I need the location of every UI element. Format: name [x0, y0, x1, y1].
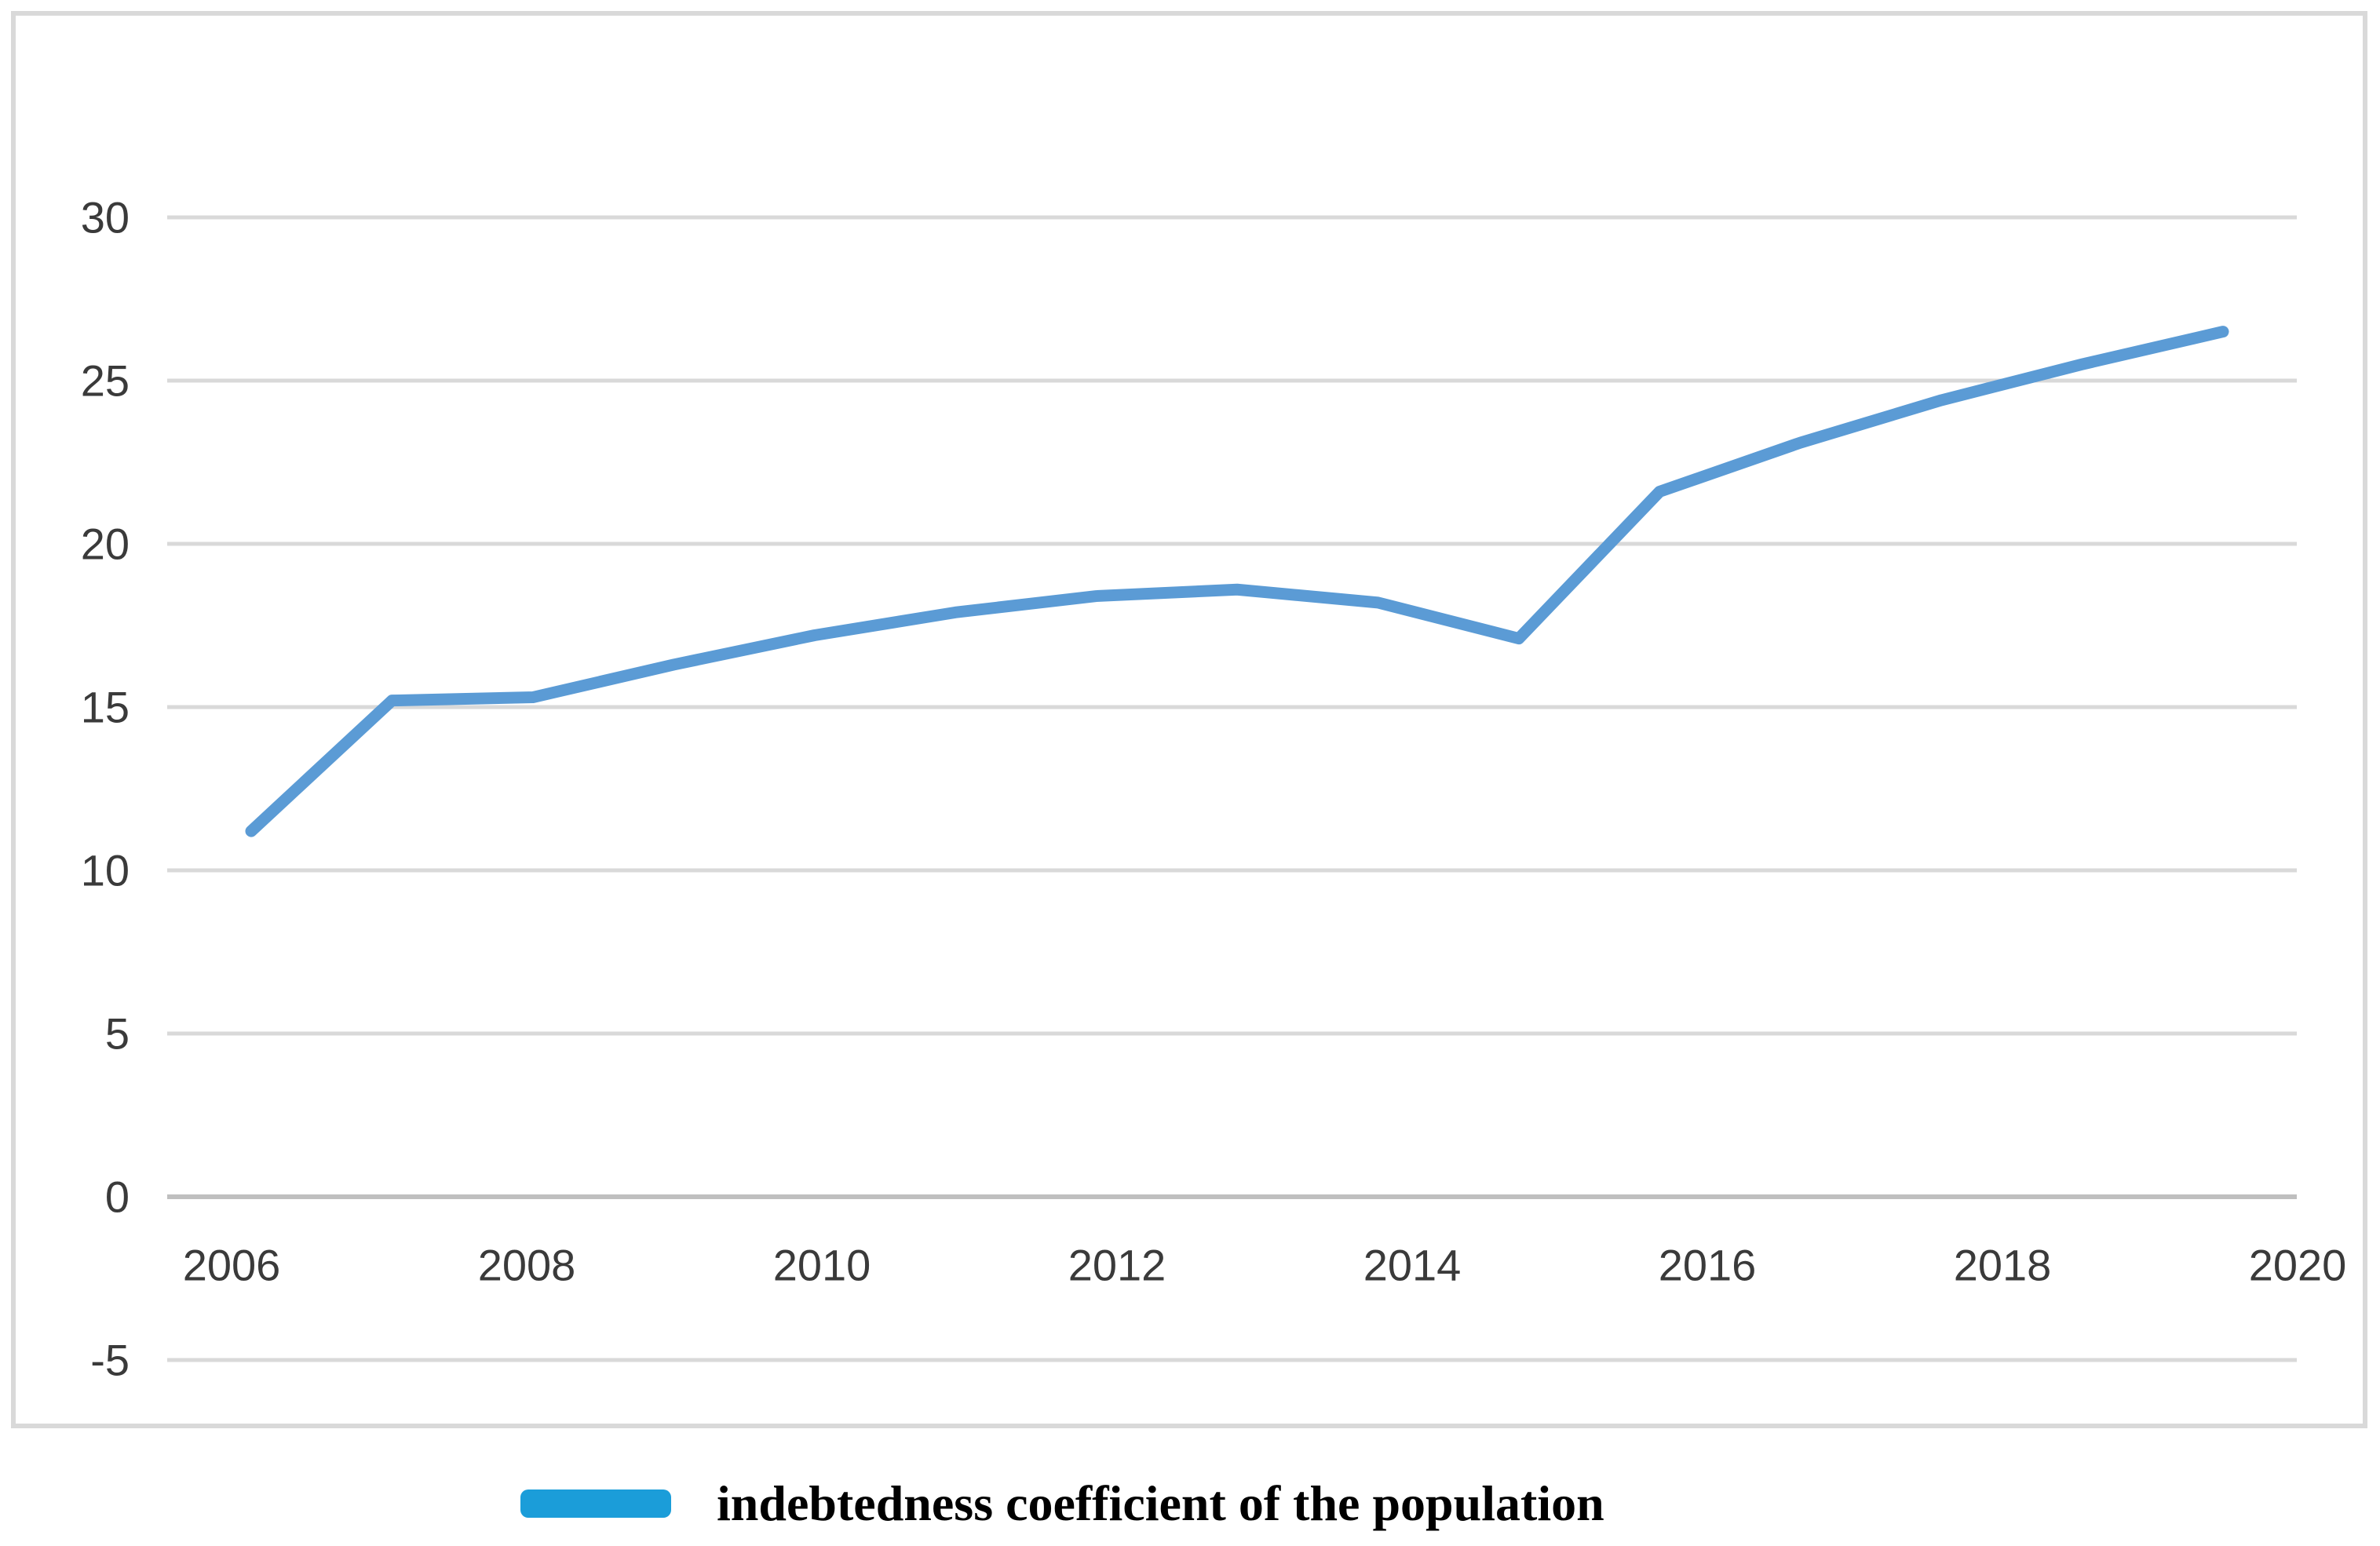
x-tick-label: 2020 — [2249, 1241, 2347, 1290]
data-series-group — [245, 326, 2229, 837]
legend-line-marker — [520, 1489, 671, 1518]
y-tick-label: 0 — [105, 1172, 130, 1222]
chart-border-frame — [11, 11, 2367, 1428]
legend-series-label: indebtedness coefficient of the populati… — [717, 1475, 1604, 1531]
x-tick-label: 2018 — [1954, 1241, 2052, 1290]
x-tick-label: 2012 — [1068, 1241, 1166, 1290]
x-tick-label: 2006 — [183, 1241, 281, 1290]
x-axis-tick-labels: 2006 2008 2010 2012 2014 2016 2018 2020 — [183, 1241, 2347, 1290]
x-tick-label: 2016 — [1659, 1241, 1757, 1290]
y-tick-label: 30 — [81, 193, 130, 242]
chart-legend: indebtedness coefficient of the populati… — [520, 1479, 1604, 1529]
data-line-indebtedness-coefficient — [245, 326, 2229, 837]
y-axis-tick-labels: 30 25 20 15 10 5 0 -5 — [81, 193, 130, 1385]
y-tick-label: 25 — [81, 356, 130, 406]
x-tick-label: 2014 — [1363, 1241, 1462, 1290]
y-tick-label: 5 — [105, 1009, 130, 1059]
x-tick-label: 2010 — [773, 1241, 871, 1290]
y-tick-label: 20 — [81, 520, 130, 569]
y-tick-label: -5 — [90, 1336, 130, 1385]
gridlines-group — [167, 215, 2297, 1362]
y-tick-label: 10 — [81, 846, 130, 895]
x-tick-label: 2008 — [478, 1241, 576, 1290]
y-tick-label: 15 — [81, 683, 130, 732]
